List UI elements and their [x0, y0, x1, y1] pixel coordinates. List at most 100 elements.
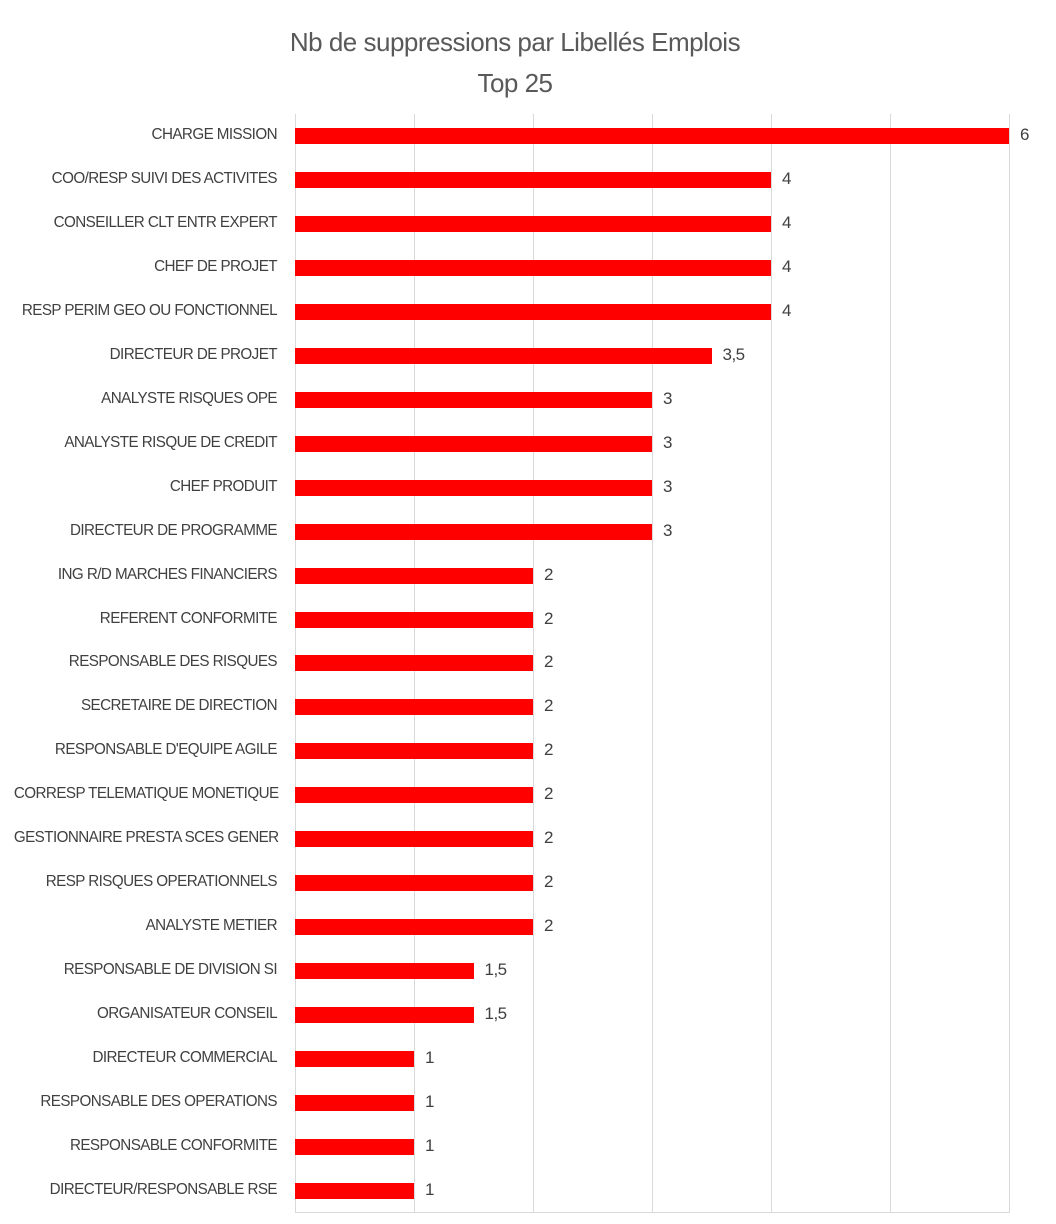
- value-label: 2: [544, 564, 553, 584]
- value-label: 3: [663, 432, 672, 452]
- gridline: [533, 114, 534, 1213]
- category-label: CHEF DE PROJET: [154, 257, 277, 275]
- bar-row: COO/RESP SUIVI DES ACTIVITES 4: [0, 158, 1056, 202]
- category-label: ING R/D MARCHES FINANCIERS: [57, 565, 278, 583]
- bar-row: ANALYSTE RISQUE DE CREDIT 3: [0, 422, 1056, 466]
- bar: [295, 1183, 414, 1199]
- chart-title: Nb de suppressions par Libellés Emplois …: [0, 22, 1030, 104]
- bar: [295, 743, 533, 760]
- bar: [295, 127, 1009, 144]
- bar-row: REFERENT CONFORMITE 2: [0, 598, 1056, 642]
- category-label: COO/RESP SUIVI DES ACTIVITES: [51, 169, 278, 187]
- bar-row: CHEF DE PROJET 4: [0, 246, 1056, 290]
- bar-row: RESP PERIM GEO OU FONCTIONNEL 4: [0, 290, 1056, 334]
- bar: [295, 699, 533, 716]
- value-label: 3: [663, 520, 672, 540]
- bar: [295, 1007, 474, 1024]
- value-label: 4: [782, 256, 791, 276]
- bar: [295, 611, 533, 628]
- value-label: 1: [425, 1048, 434, 1068]
- bar: [295, 523, 652, 540]
- bar: [295, 215, 771, 232]
- bar-row: RESPONSABLE DES OPERATIONS 1: [0, 1081, 1056, 1125]
- bar: [295, 1095, 414, 1112]
- gridline: [1009, 114, 1010, 1213]
- category-label: ORGANISATEUR CONSEIL: [96, 1005, 278, 1023]
- value-label: 2: [544, 696, 553, 716]
- bar-row: RESPONSABLE D'EQUIPE AGILE 2: [0, 729, 1056, 773]
- value-label: 6: [1020, 124, 1029, 144]
- bar-row: SECRETAIRE DE DIRECTION 2: [0, 685, 1056, 729]
- gridline: [771, 114, 772, 1213]
- bar: [295, 919, 533, 936]
- bar: [295, 1051, 414, 1068]
- bar-row: CORRESP TELEMATIQUE MONETIQUE 2: [0, 773, 1056, 817]
- gridline: [890, 114, 891, 1213]
- chart-title-line1: Nb de suppressions par Libellés Emplois: [289, 27, 741, 57]
- category-label: RESPONSABLE CONFORMITE: [69, 1137, 278, 1155]
- value-label: 1,5: [484, 960, 508, 980]
- category-label: ANALYSTE METIER: [145, 917, 278, 935]
- bar-row: RESPONSABLE DES RISQUES 2: [0, 642, 1056, 686]
- bar: [295, 1139, 414, 1156]
- value-label: 2: [544, 652, 553, 672]
- bar-row: DIRECTEUR DE PROGRAMME 3: [0, 510, 1056, 554]
- category-label: CORRESP TELEMATIQUE MONETIQUE: [13, 785, 279, 803]
- category-label: CHEF PRODUIT: [169, 477, 278, 495]
- bar-row: CHEF PRODUIT 3: [0, 466, 1056, 510]
- bar: [295, 303, 771, 320]
- value-label: 4: [782, 212, 791, 232]
- category-label: RESPONSABLE DES RISQUES: [68, 653, 278, 671]
- bar-row: DIRECTEUR COMMERCIAL 1: [0, 1037, 1056, 1081]
- category-label: ANALYSTE RISQUE DE CREDIT: [64, 433, 277, 451]
- category-label: SECRETAIRE DE DIRECTION: [80, 697, 278, 715]
- value-label: 2: [544, 916, 553, 936]
- value-label: 2: [544, 784, 553, 804]
- category-label: CONSEILLER CLT ENTR EXPERT: [53, 213, 278, 231]
- bar: [295, 435, 652, 452]
- bar: [295, 787, 533, 804]
- bar: [295, 963, 474, 980]
- value-label: 1,5: [484, 1004, 508, 1024]
- category-label: DIRECTEUR/RESPONSABLE RSE: [49, 1181, 278, 1198]
- bar-row: GESTIONNAIRE PRESTA SCES GENER 2: [0, 817, 1056, 861]
- value-label: 4: [782, 168, 791, 188]
- chart-title-line2: Top 25: [477, 68, 553, 98]
- category-label: CHARGE MISSION: [151, 125, 278, 143]
- bar-row: RESPONSABLE DE DIVISION SI 1,5: [0, 949, 1056, 993]
- bar-row: ANALYSTE METIER 2: [0, 905, 1056, 949]
- bar-row: CONSEILLER CLT ENTR EXPERT 4: [0, 202, 1056, 246]
- value-label: 1: [425, 1136, 434, 1156]
- value-label: 2: [544, 828, 553, 848]
- bar-row: CHARGE MISSION 6: [0, 114, 1056, 158]
- bar: [295, 567, 533, 584]
- bar-row: ANALYSTE RISQUES OPE 3: [0, 378, 1056, 422]
- category-label: DIRECTEUR COMMERCIAL: [92, 1049, 278, 1067]
- bar-row: RESPONSABLE CONFORMITE 1: [0, 1125, 1056, 1169]
- value-label: 3: [663, 388, 672, 408]
- value-label: 3: [663, 476, 672, 496]
- bar-row: ING R/D MARCHES FINANCIERS 2: [0, 554, 1056, 598]
- gridline: [652, 114, 653, 1213]
- bar: [295, 831, 533, 848]
- value-label: 2: [544, 872, 553, 892]
- category-label: RESPONSABLE DE DIVISION SI: [63, 961, 278, 979]
- value-label: 1: [425, 1092, 434, 1112]
- value-label: 3,5: [722, 344, 746, 364]
- category-label: GESTIONNAIRE PRESTA SCES GENER: [13, 829, 279, 847]
- category-label: RESP RISQUES OPERATIONNELS: [45, 873, 278, 891]
- category-label: REFERENT CONFORMITE: [99, 609, 278, 627]
- bar: [295, 347, 712, 364]
- category-label: RESPONSABLE D'EQUIPE AGILE: [54, 741, 278, 759]
- bar: [295, 171, 771, 188]
- value-label: 2: [544, 608, 553, 628]
- bar-row: RESP RISQUES OPERATIONNELS 2: [0, 861, 1056, 905]
- bar-row: DIRECTEUR DE PROJET 3,5: [0, 334, 1056, 378]
- bar: [295, 875, 533, 892]
- category-label: RESPONSABLE DES OPERATIONS: [40, 1093, 277, 1111]
- bar-row: ORGANISATEUR CONSEIL 1,5: [0, 993, 1056, 1037]
- value-label: 1: [425, 1180, 434, 1199]
- value-label: 2: [544, 740, 553, 760]
- bar: [295, 479, 652, 496]
